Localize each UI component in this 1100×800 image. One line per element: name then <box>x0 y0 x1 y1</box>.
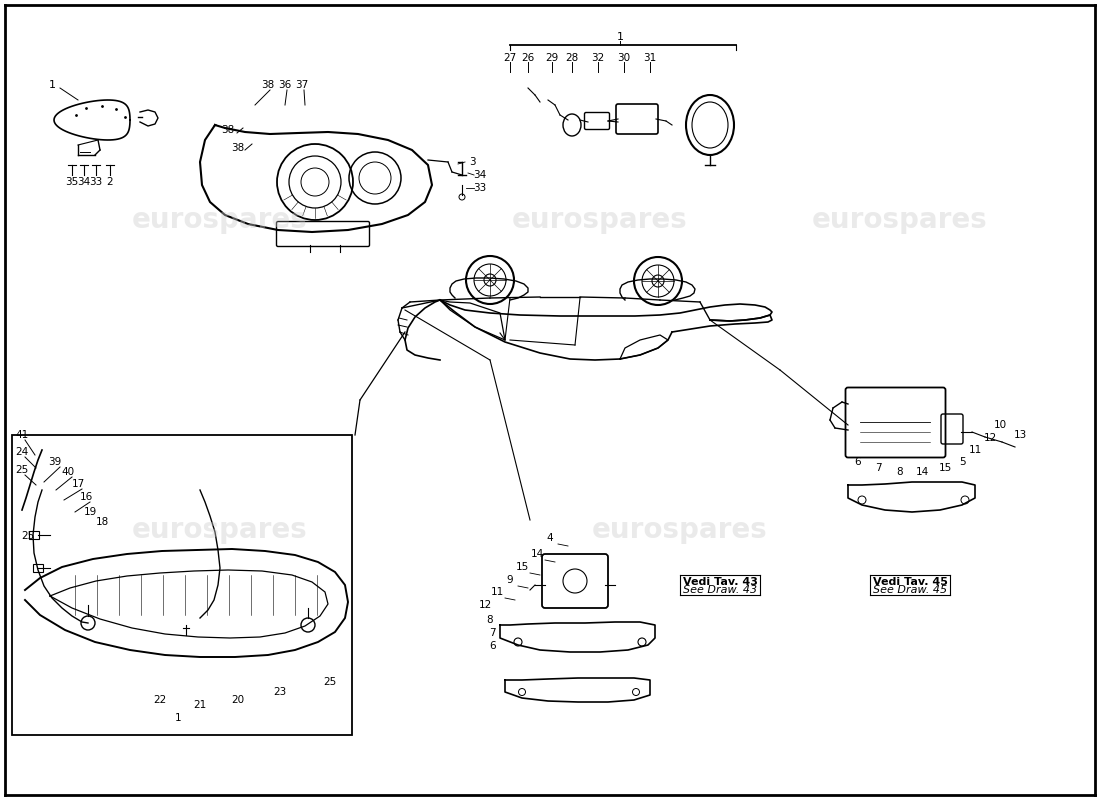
Text: eurospares: eurospares <box>812 206 988 234</box>
Text: 14: 14 <box>915 467 928 477</box>
Text: 13: 13 <box>1013 430 1026 440</box>
Text: 38: 38 <box>262 80 275 90</box>
Text: 12: 12 <box>983 433 997 443</box>
Text: 38: 38 <box>221 125 234 135</box>
Text: 10: 10 <box>993 420 1007 430</box>
Text: 32: 32 <box>592 53 605 63</box>
Text: 3: 3 <box>469 157 475 167</box>
Text: 1: 1 <box>175 713 182 723</box>
Text: 4: 4 <box>547 533 553 543</box>
Text: 12: 12 <box>478 600 492 610</box>
Text: 36: 36 <box>278 80 292 90</box>
Text: 14: 14 <box>530 549 543 559</box>
Bar <box>29 531 38 539</box>
Text: 34: 34 <box>473 170 486 180</box>
Text: 25: 25 <box>21 531 34 541</box>
Text: 33: 33 <box>89 177 102 187</box>
Text: 7: 7 <box>874 463 881 473</box>
Text: 9: 9 <box>507 575 514 585</box>
Text: 1: 1 <box>48 80 55 90</box>
Text: 7: 7 <box>488 628 495 638</box>
Text: 18: 18 <box>96 517 109 527</box>
Text: 20: 20 <box>231 695 244 705</box>
Text: 1: 1 <box>616 32 624 42</box>
Text: 37: 37 <box>296 80 309 90</box>
Text: 31: 31 <box>644 53 657 63</box>
Text: 11: 11 <box>491 587 504 597</box>
Text: 39: 39 <box>48 457 62 467</box>
Text: eurospares: eurospares <box>592 516 768 544</box>
Text: 29: 29 <box>546 53 559 63</box>
Bar <box>33 564 43 572</box>
Text: 5: 5 <box>959 457 966 467</box>
Text: 30: 30 <box>617 53 630 63</box>
Text: See Draw. 45: See Draw. 45 <box>873 585 947 595</box>
Text: See Draw. 43: See Draw. 43 <box>683 585 757 595</box>
Text: 34: 34 <box>77 177 90 187</box>
Text: 25: 25 <box>15 465 29 475</box>
Text: 21: 21 <box>194 700 207 710</box>
Text: 25: 25 <box>323 677 337 687</box>
Text: 33: 33 <box>473 183 486 193</box>
Text: 16: 16 <box>79 492 92 502</box>
Text: 8: 8 <box>486 615 493 625</box>
Text: 38: 38 <box>231 143 244 153</box>
Text: 2: 2 <box>107 177 113 187</box>
Text: 15: 15 <box>516 562 529 572</box>
Text: 26: 26 <box>521 53 535 63</box>
Text: 24: 24 <box>15 447 29 457</box>
Text: 22: 22 <box>153 695 166 705</box>
Text: eurospares: eurospares <box>132 206 308 234</box>
Text: eurospares: eurospares <box>132 516 308 544</box>
Text: 11: 11 <box>968 445 981 455</box>
Text: 6: 6 <box>855 457 861 467</box>
Text: 23: 23 <box>274 687 287 697</box>
Text: 6: 6 <box>490 641 496 651</box>
Text: 35: 35 <box>65 177 78 187</box>
Text: 40: 40 <box>62 467 75 477</box>
Text: 27: 27 <box>504 53 517 63</box>
Text: Vedi Tav. 43: Vedi Tav. 43 <box>683 577 758 587</box>
Text: 28: 28 <box>565 53 579 63</box>
Text: 8: 8 <box>896 467 903 477</box>
Text: eurospares: eurospares <box>513 206 688 234</box>
Text: 17: 17 <box>72 479 85 489</box>
Text: Vedi Tav. 45: Vedi Tav. 45 <box>872 577 947 587</box>
Text: 19: 19 <box>84 507 97 517</box>
Text: 15: 15 <box>938 463 952 473</box>
Text: 41: 41 <box>15 430 29 440</box>
